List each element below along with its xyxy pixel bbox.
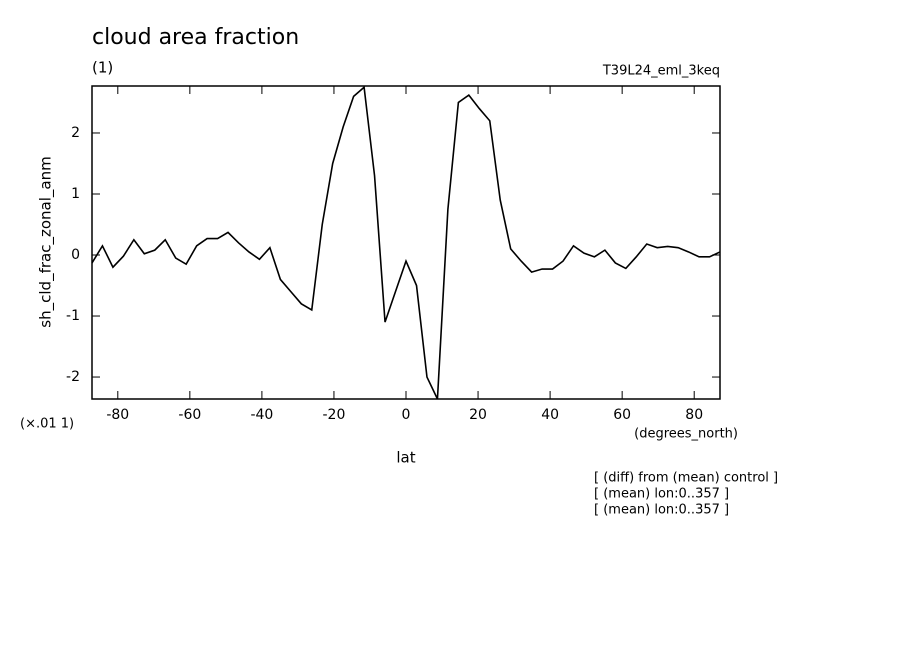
- x-tick-label: 80: [685, 407, 703, 423]
- note: [ (mean) lon:0..357 ]: [594, 503, 729, 518]
- plot-frame: [91, 85, 721, 400]
- note: [ (diff) from (mean) control ]: [594, 471, 778, 486]
- y-tick-label: 0: [71, 247, 80, 263]
- data-line: [91, 85, 721, 400]
- x-tick-label: 60: [613, 407, 631, 423]
- note: [ (mean) lon:0..357 ]: [594, 487, 729, 502]
- subtitle: (1): [92, 59, 113, 77]
- y-tick-label: 1: [71, 186, 80, 202]
- y-scale-note: (×.01 1): [20, 417, 74, 432]
- x-tick-label: -20: [323, 407, 346, 423]
- x-tick-label: 0: [402, 407, 411, 423]
- chart-title: cloud area fraction: [92, 25, 299, 50]
- x-tick-label: -60: [178, 407, 201, 423]
- x-units: (degrees_north): [634, 427, 738, 442]
- experiment: T39L24_eml_3keq: [602, 64, 720, 79]
- x-tick-label: -80: [106, 407, 129, 423]
- x-axis-label: lat: [396, 449, 415, 467]
- x-tick-label: -40: [250, 407, 273, 423]
- x-tick-label: 40: [541, 407, 559, 423]
- y-tick-label: -2: [66, 369, 80, 385]
- y-tick-label: -1: [66, 308, 80, 324]
- x-tick-label: 20: [469, 407, 487, 423]
- y-axis-label: sh_cld_frac_zonal_anm: [37, 156, 56, 327]
- y-tick-label: 2: [71, 125, 80, 141]
